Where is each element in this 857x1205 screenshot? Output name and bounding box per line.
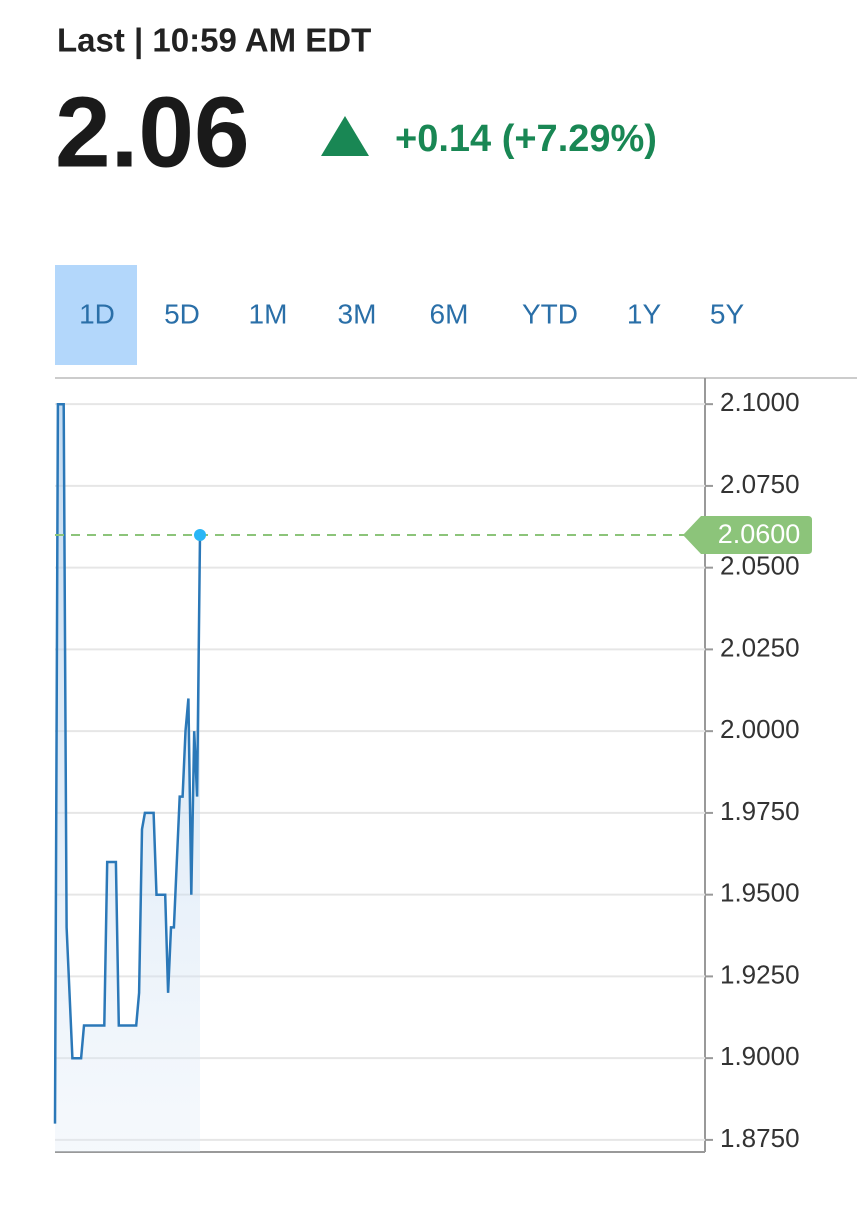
y-tick-label: 1.9250: [720, 959, 800, 989]
quote-time: Last | 10:59 AM EDT: [57, 22, 371, 59]
y-tick-label: 1.9750: [720, 796, 800, 826]
price: 2.06: [55, 76, 250, 188]
range-tab[interactable]: YTD: [522, 298, 578, 329]
range-tab[interactable]: 5D: [164, 298, 200, 329]
last-price-tag: [683, 515, 812, 554]
area: [55, 404, 200, 1152]
last-point: [194, 528, 206, 541]
price-line: [53, 402, 202, 1124]
range-tab[interactable]: 1Y: [627, 298, 662, 329]
y-tick-label: 2.0250: [720, 632, 800, 662]
y-tick-label: 2.0000: [720, 714, 800, 744]
range-tab[interactable]: 6M: [430, 298, 469, 329]
last-price-label: 2.0600: [718, 519, 801, 549]
plot: 2.1000 2.0750 2.0500 2.0250 2.0000 1.9750 1.95…: [53, 377, 857, 1153]
price-change: +0.14 (+7.29%): [395, 118, 657, 160]
range-tab[interactable]: 1D: [79, 298, 115, 329]
y-tick-label: 2.0500: [720, 551, 800, 581]
range-tab[interactable]: 3M: [338, 298, 377, 329]
range-tabs: 1D 5D 1M 3M 6M YTD 1Y 5Y: [55, 265, 744, 365]
up-arrow: [321, 116, 369, 156]
y-tick-label: 1.8750: [720, 1123, 800, 1153]
active-tab-bg: [55, 265, 137, 365]
range-tab[interactable]: 1M: [249, 298, 288, 329]
y-tick-label: 2.1000: [720, 387, 800, 417]
y-tick-label: 1.9000: [720, 1041, 800, 1071]
range-tab[interactable]: 5Y: [710, 298, 745, 329]
y-tick-label: 2.0750: [720, 469, 800, 499]
y-tick-label: 1.9500: [720, 878, 800, 908]
